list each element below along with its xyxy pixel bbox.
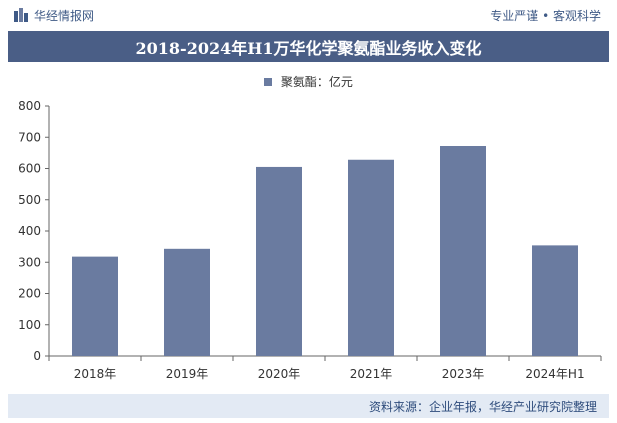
- y-tick-label: 600: [18, 162, 41, 176]
- top-bar: 华经情报网 专业严谨 • 客观科学: [0, 0, 617, 30]
- footer: 资料来源：企业年报，华经产业研究院整理: [8, 394, 609, 418]
- chart-title-bar: 2018-2024年H1万华化学聚氨酯业务收入变化: [8, 31, 609, 62]
- chart-legend: 聚氨酯：亿元: [0, 73, 617, 90]
- legend-swatch: [264, 77, 273, 86]
- y-tick-label: 300: [18, 255, 41, 269]
- bar-2023年: [440, 146, 486, 356]
- x-tick-label: 2019年: [166, 367, 209, 381]
- x-tick-label: 2018年: [74, 367, 117, 381]
- x-tick-label: 2021年: [350, 367, 393, 381]
- y-tick-label: 400: [18, 224, 41, 238]
- bar-2021年: [348, 159, 394, 356]
- source-note: 资料来源：企业年报，华经产业研究院整理: [368, 399, 597, 414]
- bar-2019年: [164, 248, 210, 356]
- bar-2024年H1: [532, 245, 578, 356]
- brand-name: 华经情报网: [34, 8, 95, 23]
- bar-2018年: [72, 256, 118, 356]
- brand: 华经情报网: [14, 7, 94, 24]
- y-tick-label: 0: [33, 349, 41, 363]
- x-tick-label: 2020年: [258, 367, 301, 381]
- y-tick-label: 700: [18, 130, 41, 144]
- brand-logo-icon: [14, 8, 28, 22]
- y-tick-label: 100: [18, 318, 41, 332]
- y-tick-label: 800: [18, 99, 41, 113]
- legend-label: 聚氨酯：亿元: [280, 75, 353, 89]
- slogan: 专业严谨 • 客观科学: [490, 8, 601, 23]
- chart-title: 2018-2024年H1万华化学聚氨酯业务收入变化: [135, 38, 482, 58]
- x-tick-label: 2023年: [442, 367, 485, 381]
- x-tick-label: 2024年H1: [525, 367, 584, 381]
- bar-2020年: [256, 166, 302, 356]
- y-tick-label: 200: [18, 287, 41, 301]
- y-tick-label: 500: [18, 193, 41, 207]
